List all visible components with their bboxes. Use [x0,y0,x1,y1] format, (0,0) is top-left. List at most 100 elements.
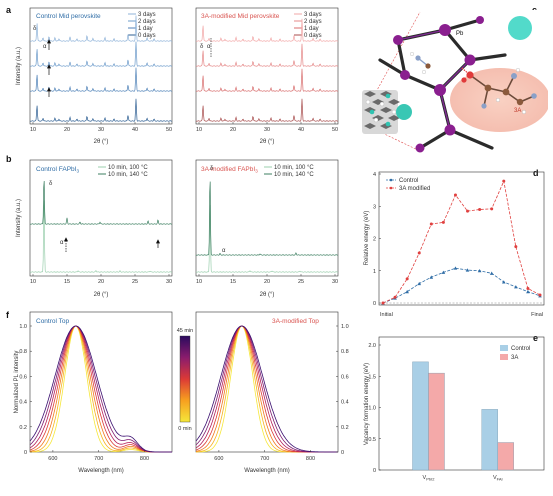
y-tick-label: 1 [373,269,376,275]
xrd-trace [195,181,339,256]
legend-label: 0 days [304,33,322,39]
y-ticks: 0 0.2 0.4 0.6 0.8 1.0 [336,324,349,456]
x-tick-label: 10 [30,279,36,285]
y-tick-label: 0 [373,468,376,474]
y-tick-label: 2 [373,237,376,243]
legend-label: 2 days [304,19,322,25]
fa-molecule [410,52,431,74]
pl-curves [195,325,338,453]
xrd-trace [29,41,173,67]
legend-marker [389,178,393,182]
legend: Control 3A [500,345,530,361]
xrd-trace [29,67,173,92]
data-point [441,270,446,274]
y-tick-label: 1.5 [368,374,376,380]
legend-marker [389,186,393,190]
xrd-trace [29,180,173,225]
arrow-markers [46,39,52,97]
energy-series [381,179,542,305]
legend-label: 3 days [304,12,322,18]
pb-label: Pb [456,31,464,37]
legend-label: 3A [511,355,518,361]
y-tick-label: 0.8 [341,349,349,355]
x-tick-final: Final [531,312,543,318]
x-axis-label: Wavelength (nm) [244,468,289,474]
colorbar-gradient [179,335,191,423]
alpha-annotation: α [60,240,64,246]
colorbar-bottom-label: 0 min [178,426,191,432]
x-tick-label: 30 [166,279,172,285]
y-tick-label: 0.6 [19,374,27,380]
y-tick-label: 1.0 [368,406,376,412]
pb-atoms [393,16,484,153]
data-point [405,289,409,294]
data-point [381,301,385,305]
x-tick-label: 40 [298,127,304,133]
y-axis-label: Relative energy (eV) [364,211,370,266]
y-axis-label: Normalized PL intensity [14,351,20,414]
pl-curves [29,325,172,453]
plot-frame [195,311,339,453]
data-point [453,266,458,270]
legend-label: 3 days [138,12,156,18]
delta-annotation: δ [200,44,204,50]
x-ticks: VPbI2 VFAI [423,475,503,482]
x-tick-initial: Initial [380,312,393,318]
data-point [514,245,518,249]
legend: 10 min, 100 °C10 min, 140 °C [264,165,314,178]
legend-label: 1 day [304,26,319,32]
x-ticks: 600 700 800 [214,450,315,462]
x-tick-label: 50 [166,127,172,133]
data-point [538,293,542,297]
panel-f-left: Control Top 600 700 800 0 0.2 0.4 0.6 0.8 1.0 N… [14,311,173,474]
xrd-trace [29,15,173,42]
legend-swatch [500,354,508,360]
legend-label: 2 days [138,19,156,25]
panel-f-right: 3A-modified Top 600 700 800 0 0.2 0.4 0.6 0.8 1… [195,311,349,474]
x-ticks: 10 20 30 40 50 [196,122,338,133]
x-tick-label: 700 [260,456,269,462]
xrd-trace [195,43,339,67]
panel-e: e 0 0.5 1.0 1.5 2.0 Vacancy formation energy… [364,333,545,482]
xrd-traces [29,180,173,273]
plot-title: 3A-modified Mid perovskite [201,13,280,20]
legend: 10 min, 100 °C10 min, 140 °C [98,165,148,178]
inset-lattice [362,90,400,134]
x-tick-label: 30 [332,279,338,285]
data-point [477,268,482,273]
xrd-trace [29,200,173,273]
bar [497,442,514,471]
panel-b-right: 3A-modified FAPbI3 10 min, 100 °C10 min,… [195,159,339,298]
y-axis-label: Intensity (a.u.) [16,199,22,237]
legend-label: 0 days [138,33,156,39]
y-tick-label: 0.2 [341,425,349,431]
legend: Control 3A modified [386,178,430,192]
alpha-annotation: α [207,44,211,50]
y-tick-label: 0.6 [341,374,349,380]
y-tick-label: 0.4 [341,400,349,406]
x-tick-label: 800 [140,456,149,462]
alpha-annotation: α [222,248,226,254]
y-tick-label: 1.0 [341,324,349,330]
panel-label-d: d [533,168,539,178]
data-point [417,251,421,255]
x-axis-label: 2θ (°) [260,139,275,145]
x-tick-label: 20 [264,279,270,285]
plot-title: Control Mid perovskite [36,13,101,20]
panel-d: d 0 1 2 3 4 Relative energy (eV) Initial Fin… [364,168,545,318]
x-tick-label: VFAI [493,475,503,482]
x-tick-label: 25 [132,279,138,285]
x-tick-label: 10 [196,127,202,133]
colorbar-top-label: 45 min [177,328,194,334]
data-point [478,207,482,211]
bar [412,361,429,471]
panel-b-left: Control FAPbI3 10 min, 100 °C10 min, 140… [16,159,173,298]
arrow-markers [63,237,161,252]
y-tick-label: 0.5 [368,437,376,443]
x-tick-label: 15 [230,279,236,285]
x-tick-label: 700 [94,456,103,462]
y-tick-label: 2.0 [368,343,376,349]
